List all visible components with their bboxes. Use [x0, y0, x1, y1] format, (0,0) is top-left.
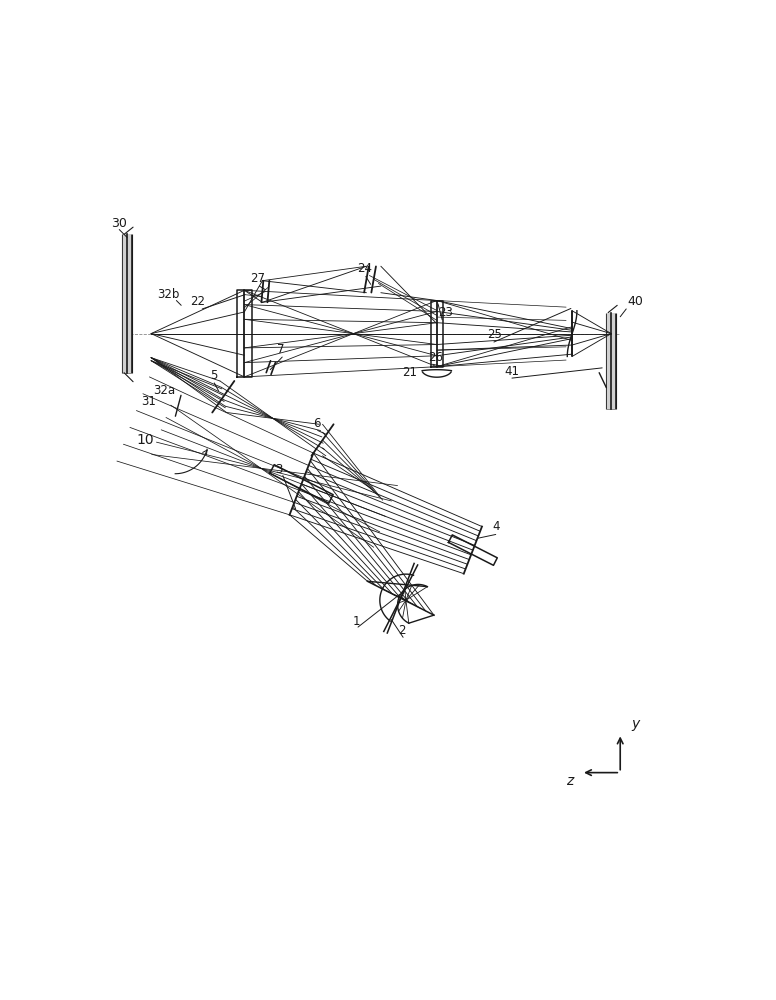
Text: 2: 2 — [397, 624, 405, 637]
Text: 27: 27 — [251, 272, 265, 285]
Text: 5: 5 — [210, 369, 217, 382]
Text: 6: 6 — [314, 417, 321, 430]
Text: 31: 31 — [141, 395, 156, 408]
Text: z: z — [566, 774, 573, 788]
Text: 21: 21 — [403, 366, 417, 379]
Text: 3: 3 — [275, 463, 282, 476]
Text: 23: 23 — [438, 306, 453, 319]
Text: 30: 30 — [111, 217, 126, 230]
Text: 4: 4 — [493, 520, 501, 533]
Text: 7: 7 — [277, 343, 285, 356]
Text: 41: 41 — [504, 365, 520, 378]
Text: 32b: 32b — [157, 288, 179, 301]
Text: 32a: 32a — [154, 384, 175, 397]
Text: y: y — [631, 717, 639, 731]
Text: 22: 22 — [190, 295, 205, 308]
Text: 26: 26 — [428, 351, 443, 364]
Text: 25: 25 — [487, 328, 501, 341]
Text: 10: 10 — [136, 433, 154, 447]
Text: 1: 1 — [352, 615, 360, 628]
Text: 24: 24 — [357, 262, 372, 275]
Text: 40: 40 — [628, 295, 643, 308]
